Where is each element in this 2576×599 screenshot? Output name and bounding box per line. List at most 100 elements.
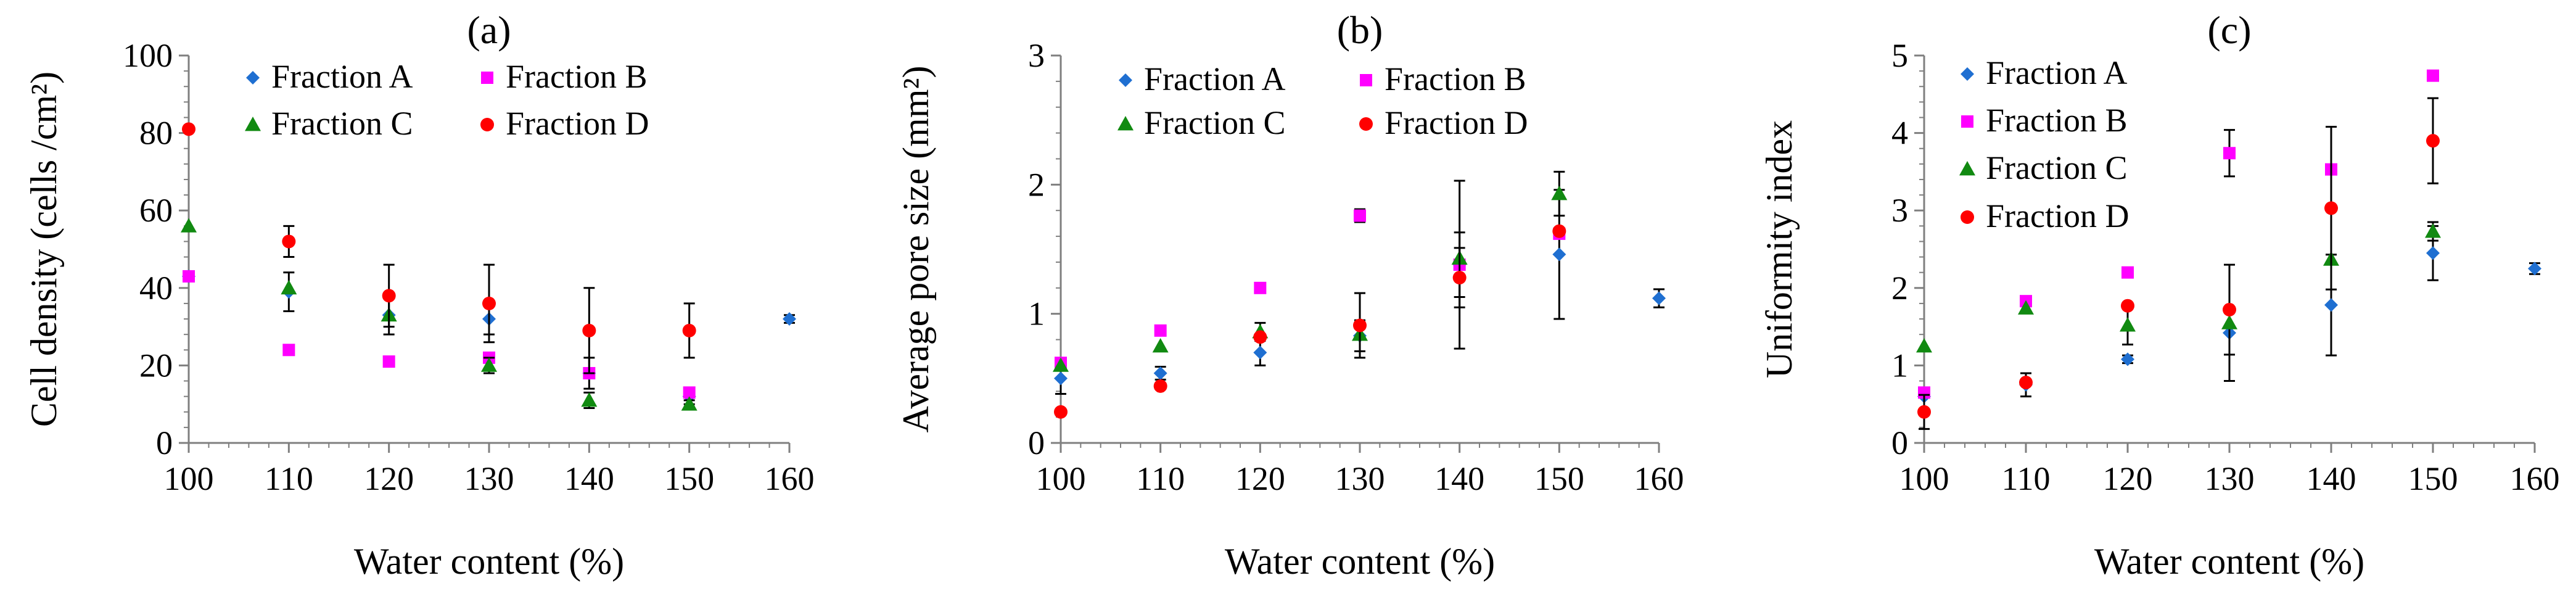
data-point [2324,298,2338,312]
x-tick-label: 140 [2306,460,2356,497]
data-point [2426,246,2440,260]
legend: Fraction A Fraction B Fraction C Fraction D [1117,60,1528,141]
legend-item: Fraction B [481,58,647,95]
data-point [1152,338,1169,353]
x-tick-label: 160 [1634,460,1684,497]
data-point [1354,209,1366,222]
data-point [1253,345,1267,360]
x-tick-label: 130 [1335,460,1385,497]
data-point [1053,357,1069,372]
data-point [582,323,596,337]
x-tick-label: 160 [2510,460,2560,497]
legend-item: Fraction A [1119,60,1285,97]
data-point [683,386,696,399]
series-fraction-b [183,270,696,399]
data-point [1254,281,1267,294]
legend-marker [245,117,261,131]
legend-item: Fraction D [1961,197,2129,234]
legend-item: Fraction C [1959,149,2127,186]
data-point [1153,379,1167,393]
y-tick-label: 1 [1028,295,1045,333]
legend-marker [1119,73,1132,87]
legend-label: Fraction D [506,105,649,142]
y-axis-label: Average pore size (mm²) [895,66,936,433]
data-point [2223,302,2236,316]
legend-label: Fraction A [1986,54,2127,91]
y-tick-label: 4 [1891,115,1908,152]
y-tick-label: 1 [1891,347,1908,384]
data-point [2223,147,2236,160]
x-tick-label: 120 [2103,460,2153,497]
data-point [2019,376,2033,390]
x-tick-label: 100 [164,460,214,497]
legend-marker [1117,116,1134,131]
y-tick-label: 40 [139,270,173,307]
data-point [2120,317,2136,332]
data-point [482,296,496,310]
chart-title: (a) [467,8,511,52]
x-tick-label: 100 [1899,460,1949,497]
legend-marker [1961,115,1973,128]
data-point [682,323,696,337]
x-tick-label: 110 [1136,460,1185,497]
x-axis-label: Water content (%) [354,541,624,582]
x-tick-label: 160 [765,460,815,497]
data-point [282,234,296,249]
y-tick-label: 100 [123,37,173,74]
series-fraction-c [181,218,697,411]
x-tick-label: 150 [2408,460,2458,497]
legend-label: Fraction C [1986,149,2127,186]
data-point [2121,299,2134,313]
legend-label: Fraction A [271,58,413,95]
data-point [282,344,295,357]
legend-marker [481,72,493,84]
x-tick-label: 130 [2205,460,2255,497]
legend-item: Fraction D [1359,104,1528,141]
y-axis-label: Uniformity index [1759,120,1800,378]
x-tick-label: 120 [364,460,414,497]
x-tick-label: 150 [1534,460,1584,497]
x-tick-label: 140 [1434,460,1484,497]
data-point [1917,405,1931,419]
data-point [2121,352,2134,366]
data-point [1153,366,1167,380]
data-point [2426,134,2440,148]
y-tick-label: 0 [156,424,173,461]
legend-marker [1961,67,1974,81]
data-point [2427,69,2439,82]
x-tick-label: 140 [564,460,614,497]
x-tick-label: 130 [464,460,514,497]
y-tick-label: 80 [139,115,173,152]
legend: Fraction A Fraction B Fraction C Fraction D [1959,54,2129,234]
data-point [2425,223,2441,238]
data-point [1652,291,1666,305]
data-point [182,122,195,136]
x-tick-label: 110 [265,460,313,497]
series-fraction-d [182,122,696,374]
data-point [1916,338,1932,353]
data-point [1353,318,1367,333]
legend-marker [1959,161,1975,176]
legend-label: Fraction C [1144,104,1285,141]
legend-item: Fraction C [1117,104,1285,141]
data-point [1154,324,1167,337]
y-tick-label: 2 [1891,270,1908,307]
data-point [382,289,396,303]
data-point [2018,300,2034,315]
data-point [1054,405,1068,419]
legend-label: Fraction B [1385,60,1526,97]
y-tick-label: 3 [1891,192,1908,229]
data-point [481,357,497,372]
legend-marker [1359,117,1373,131]
legend-marker [480,118,494,131]
y-tick-label: 2 [1028,166,1045,203]
data-point [581,392,598,407]
x-tick-label: 150 [664,460,714,497]
x-tick-label: 110 [2002,460,2051,497]
data-point [181,218,197,233]
legend-label: Fraction D [1986,197,2129,234]
y-tick-label: 20 [139,347,173,384]
series-fraction-b [1055,180,1566,370]
legend-label: Fraction B [1986,102,2127,139]
